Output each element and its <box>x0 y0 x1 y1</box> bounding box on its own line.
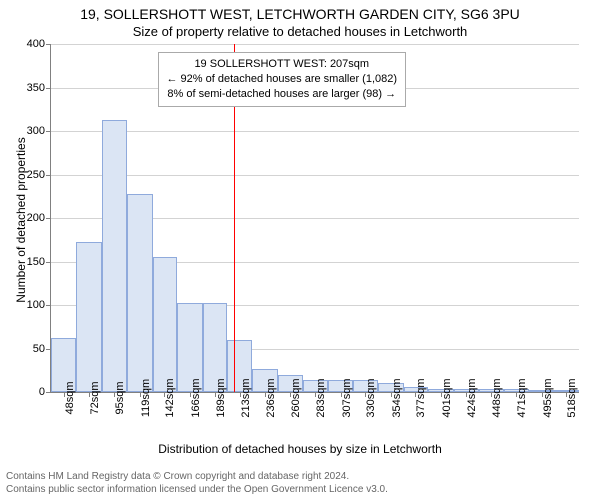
x-tick-label: 354sqm <box>391 378 403 417</box>
x-tick-label: 448sqm <box>491 378 503 417</box>
x-tick-label: 119sqm <box>140 379 152 417</box>
histogram-bar <box>127 194 153 392</box>
y-tick-label: 350 <box>27 82 51 94</box>
infobox-line: ← 92% of detached houses are smaller (1,… <box>167 72 398 87</box>
x-tick-label: 518sqm <box>566 378 578 417</box>
x-tick-label: 260sqm <box>290 378 302 417</box>
footer-line-2: Contains public sector information licen… <box>6 483 388 496</box>
x-tick-label: 48sqm <box>64 381 76 414</box>
x-tick-label: 330sqm <box>365 378 377 417</box>
histogram-bar <box>102 120 127 392</box>
x-tick-label: 72sqm <box>89 381 101 414</box>
chart-container: 19, SOLLERSHOTT WEST, LETCHWORTH GARDEN … <box>0 0 600 500</box>
x-tick-label: 424sqm <box>466 378 478 417</box>
x-tick-label: 307sqm <box>341 378 353 417</box>
x-tick-label: 401sqm <box>441 378 453 417</box>
x-tick-label: 213sqm <box>240 378 252 417</box>
y-tick-label: 50 <box>33 343 51 355</box>
footer-line-1: Contains HM Land Registry data © Crown c… <box>6 470 388 483</box>
x-tick-label: 142sqm <box>164 378 176 417</box>
x-tick-label: 166sqm <box>190 378 202 417</box>
chart-title-2: Size of property relative to detached ho… <box>0 24 600 39</box>
y-tick-label: 250 <box>27 169 51 181</box>
attribution-footer: Contains HM Land Registry data © Crown c… <box>0 470 388 496</box>
histogram-bar <box>153 257 178 392</box>
x-tick-label: 377sqm <box>415 378 427 417</box>
y-tick-label: 0 <box>39 386 51 398</box>
infobox-line: 19 SOLLERSHOTT WEST: 207sqm <box>167 57 398 72</box>
y-gridline <box>51 175 579 176</box>
x-tick-label: 471sqm <box>516 378 528 417</box>
y-tick-label: 300 <box>27 125 51 137</box>
y-tick-label: 400 <box>27 38 51 50</box>
x-tick-label: 283sqm <box>315 378 327 417</box>
x-tick-label: 95sqm <box>114 381 126 414</box>
y-tick-label: 200 <box>27 212 51 224</box>
y-tick-label: 100 <box>27 299 51 311</box>
y-tick-label: 150 <box>27 256 51 268</box>
chart-title-1: 19, SOLLERSHOTT WEST, LETCHWORTH GARDEN … <box>0 6 600 22</box>
x-axis-label: Distribution of detached houses by size … <box>0 442 600 456</box>
x-tick-label: 236sqm <box>265 378 277 417</box>
y-gridline <box>51 44 579 45</box>
y-gridline <box>51 131 579 132</box>
infobox: 19 SOLLERSHOTT WEST: 207sqm← 92% of deta… <box>158 52 407 107</box>
x-tick-label: 495sqm <box>542 378 554 417</box>
histogram-bar <box>76 242 102 392</box>
infobox-line: 8% of semi-detached houses are larger (9… <box>167 87 398 102</box>
x-tick-label: 189sqm <box>215 378 227 417</box>
